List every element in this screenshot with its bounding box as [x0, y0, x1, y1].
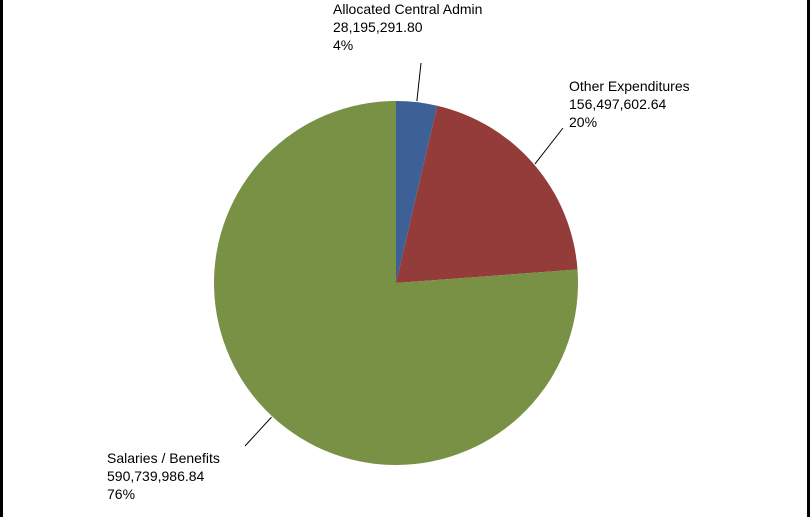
pie-slices	[214, 101, 579, 465]
slice-label-name: Other Expenditures	[569, 78, 690, 94]
pie-slice-allocated-central-admin	[396, 101, 438, 283]
leader-line-salaries-benefits	[244, 416, 272, 447]
pie-slice-salaries-benefits	[214, 101, 579, 465]
slice-label-name: Salaries / Benefits	[107, 450, 220, 466]
pie-chart: Allocated Central Admin 28,195,291.80 4%…	[107, 1, 690, 502]
leader-line-allocated-central-admin	[416, 62, 422, 102]
data-label-salaries-benefits: Salaries / Benefits 590,739,986.84 76%	[107, 450, 220, 502]
slice-label-value: 156,497,602.64	[569, 96, 667, 112]
data-label-other-expenditures: Other Expenditures 156,497,602.64 20%	[569, 78, 690, 130]
slice-label-value: 28,195,291.80	[333, 19, 423, 35]
leader-line-other-expenditures	[534, 127, 564, 165]
slice-label-percent: 76%	[107, 486, 135, 502]
leader-lines	[244, 62, 564, 447]
slice-label-value: 590,739,986.84	[107, 468, 205, 484]
slice-label-percent: 20%	[569, 114, 597, 130]
pie-slice-other-expenditures	[396, 105, 578, 283]
slice-label-percent: 4%	[333, 37, 353, 53]
slice-label-name: Allocated Central Admin	[333, 1, 482, 17]
data-label-allocated-central-admin: Allocated Central Admin 28,195,291.80 4%	[333, 1, 482, 53]
